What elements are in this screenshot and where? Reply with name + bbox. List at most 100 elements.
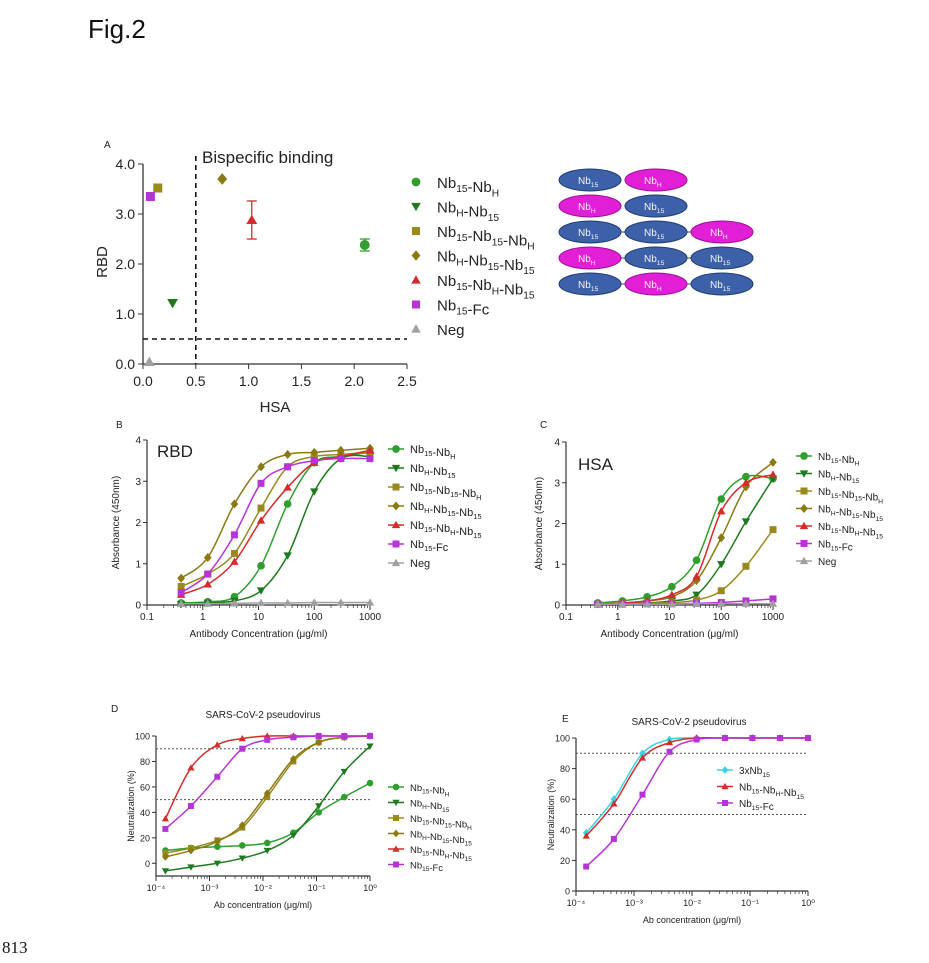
data-point: [283, 598, 292, 607]
data-point: [214, 843, 221, 851]
data-point: [340, 793, 348, 801]
x-tick-label: 10: [664, 612, 676, 623]
data-point: [768, 470, 778, 478]
y-tick-label: 20: [140, 833, 150, 843]
data-point: [749, 735, 756, 741]
data-point: [618, 599, 627, 608]
legend-label: NbH-Nb15: [410, 799, 450, 814]
series-line: [180, 451, 371, 588]
nbh-domain: [624, 168, 688, 192]
y-tick-label: 3.0: [116, 206, 136, 222]
nb15-domain: [690, 272, 754, 296]
y-tick-label: 4.0: [116, 156, 136, 172]
data-point: [717, 599, 726, 607]
x-tick-label: 10⁻¹: [741, 898, 759, 908]
data-point: [239, 745, 246, 752]
y-tick-label: 80: [560, 764, 570, 774]
legend-label: NbH-Nb15-Nb15: [410, 830, 472, 848]
legend-label: Nb15-NbH-Nb15: [410, 845, 472, 863]
domain-label: Nb15: [644, 254, 665, 267]
legend-marker: [799, 521, 809, 530]
nb15-domain: [624, 194, 688, 218]
legend-label: Nb15-NbH: [410, 783, 450, 798]
legend-label: NbH-Nb15-Nb15: [437, 249, 535, 278]
data-point: [187, 846, 195, 855]
series-line: [597, 473, 774, 605]
data-point: [177, 589, 185, 597]
domain-label: NbH: [578, 254, 596, 267]
data-point: [230, 549, 238, 557]
x-tick-label: 0.1: [140, 612, 154, 623]
x-tick-label: 1.0: [239, 373, 259, 389]
data-point: [246, 214, 258, 225]
panel-e: E 0 20 40 60 80 100 10⁻⁴ 10⁻³ 10⁻² 10⁻¹ 10⁰ SARS-CoV…: [546, 714, 815, 925]
data-point: [177, 582, 185, 590]
data-point: [283, 449, 292, 459]
legend-label: NbH-Nb15-Nb15: [818, 505, 883, 523]
data-point: [187, 764, 195, 771]
x-tick-label: 0.5: [186, 373, 206, 389]
legend-label: Nb15-Fc: [437, 298, 490, 319]
data-point: [263, 839, 271, 847]
data-point: [639, 791, 646, 798]
legend-marker: [722, 800, 728, 806]
y-tick-label: 3: [135, 477, 141, 488]
nb15-domain: [624, 246, 688, 270]
data-point: [593, 599, 602, 608]
panel-letter: D: [111, 704, 118, 715]
data-point: [214, 773, 221, 780]
data-point: [717, 587, 725, 595]
data-point: [315, 733, 322, 739]
data-point: [667, 599, 677, 608]
series-line: [164, 735, 370, 830]
legend-c: Nb15-NbH NbH-Nb15Nb15-Nb15-NbHNbH-Nb15-Nb…: [796, 452, 883, 568]
data-point: [230, 499, 239, 509]
legend-label: NbH-Nb15: [410, 463, 456, 480]
legend-marker: [392, 829, 400, 838]
data-point: [203, 599, 212, 607]
x-tick-label: 100: [306, 612, 323, 623]
page-number: 813: [2, 938, 28, 957]
legend-marker: [392, 845, 400, 852]
data-point: [741, 599, 751, 607]
x-tick-label: 10⁻⁴: [567, 898, 586, 908]
x-tick-label: 10⁻⁴: [147, 883, 166, 893]
legend-label: Nb15-Fc: [410, 539, 449, 554]
legend-marker: [721, 766, 729, 774]
y-tick-label: 4: [135, 436, 141, 447]
legend-label: Nb15-Nb15-NbH: [410, 482, 482, 502]
y-axis-label: Neutralization (%): [126, 770, 136, 842]
data-point: [162, 825, 169, 832]
domain-label: Nb15: [710, 280, 731, 293]
series-line: [181, 451, 371, 604]
legend-label: Nb15-Fc: [818, 540, 853, 554]
domain-label: Nb15: [644, 228, 665, 241]
legend-marker: [412, 300, 420, 309]
data-point: [692, 572, 701, 580]
legend-label: Nb15-Nb15-NbH: [437, 224, 535, 253]
y-axis-label: Absorbance (450nm): [111, 476, 122, 569]
data-point: [283, 500, 292, 508]
legend-label: NbH-Nb15-Nb15: [410, 501, 482, 521]
x-tick-label: 2.5: [397, 373, 417, 389]
nb15-domain: [558, 220, 622, 244]
legend-label: Nb15-NbH: [410, 444, 456, 461]
domain-label: NbH: [644, 176, 662, 189]
panel-letter: E: [562, 714, 569, 725]
figure-title: Fig.2: [88, 14, 146, 44]
domain-label: Nb15: [578, 176, 599, 189]
data-point: [805, 735, 811, 741]
data-point: [667, 590, 677, 598]
data-point: [367, 733, 373, 739]
data-point: [742, 482, 750, 492]
legend-marker: [411, 275, 421, 284]
x-axis-label: Ab concentration (μg/ml): [214, 900, 312, 910]
data-point: [203, 553, 212, 563]
y-tick-label: 1.0: [116, 306, 136, 322]
legend-label: Neg: [410, 558, 430, 570]
data-point: [161, 868, 170, 875]
legend-label: Nb15-NbH-Nb15: [437, 273, 535, 302]
nbh-domain: [558, 194, 622, 218]
data-point: [256, 516, 266, 524]
